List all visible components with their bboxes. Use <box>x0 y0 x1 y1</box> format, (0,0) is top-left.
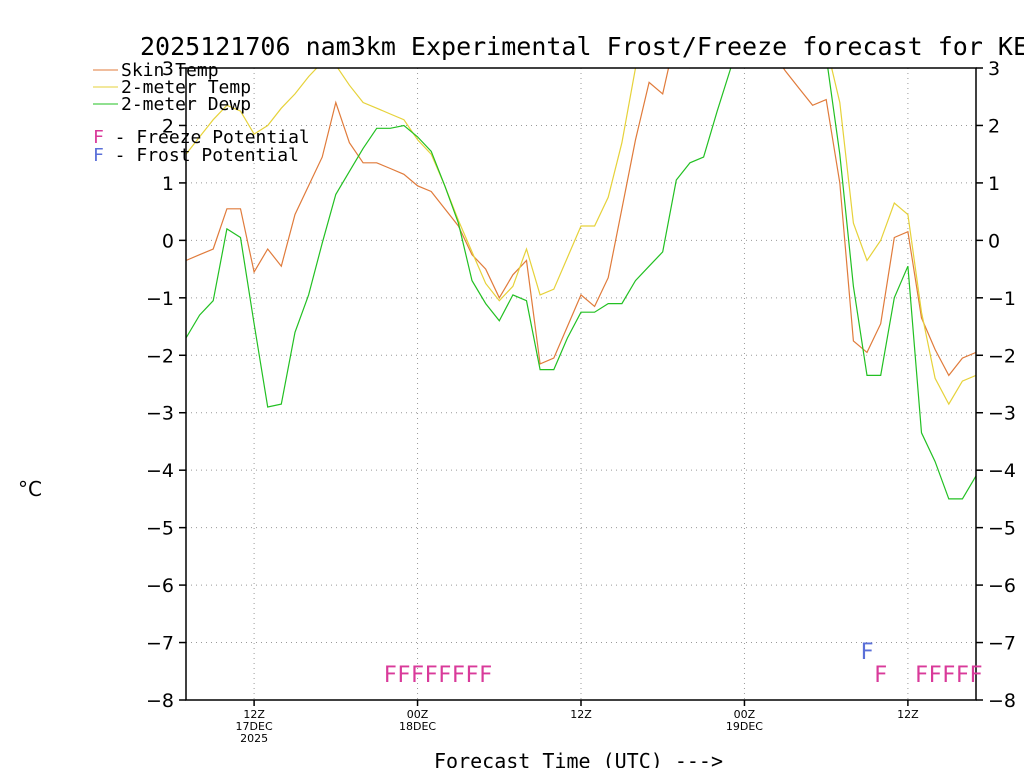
series-line-2-meter-dewp <box>186 68 976 500</box>
y-tick-label-left: −8 <box>146 690 174 712</box>
y-tick-label-left: −2 <box>146 345 174 367</box>
freeze-mark: F <box>874 663 887 688</box>
legend-2m-temp: 2-meter Temp <box>121 77 251 98</box>
x-tick-label: 12Z <box>897 708 919 721</box>
y-tick-label-right: 3 <box>988 58 1000 80</box>
y-tick-label-right: −2 <box>988 345 1016 367</box>
y-tick-label-right: −6 <box>988 575 1016 597</box>
x-tick-label: 12Z <box>243 708 265 721</box>
y-tick-label-left: −3 <box>146 403 174 425</box>
legend-frost-text: - Frost Potential <box>104 145 299 166</box>
y-tick-label-left: 1 <box>162 173 174 195</box>
y-unit-label: °C <box>18 477 42 501</box>
freeze-mark: F <box>956 663 969 688</box>
x-tick-label: 18DEC <box>399 720 436 733</box>
x-axis-title: Forecast Time (UTC) ---> <box>434 749 723 768</box>
freeze-mark: F <box>479 663 492 688</box>
y-tick-label-left: 0 <box>162 230 174 252</box>
legend-skin-temp: Skin Temp <box>121 60 219 81</box>
x-tick-label: 00Z <box>734 708 756 721</box>
freeze-mark: F <box>942 663 955 688</box>
legend-freeze-marker: F <box>93 127 104 148</box>
y-tick-label-left: 3 <box>162 58 174 80</box>
y-tick-label-left: −4 <box>146 460 174 482</box>
y-tick-label-right: 1 <box>988 173 1000 195</box>
freeze-mark: F <box>438 663 451 688</box>
series-lines <box>186 68 976 500</box>
y-tick-label-right: −5 <box>988 518 1016 540</box>
y-tick-label-left: −1 <box>146 288 174 310</box>
y-tick-label-left: −6 <box>146 575 174 597</box>
legend: Skin Temp 2-meter Temp 2-meter Dewp F - … <box>93 60 310 166</box>
chart-title: 2025121706 nam3km Experimental Frost/Fre… <box>140 32 1024 61</box>
y-tick-label-right: −4 <box>988 460 1016 482</box>
frost-mark: F <box>860 640 873 665</box>
freeze-mark: F <box>384 663 397 688</box>
legend-frost: F - Frost Potential <box>93 145 299 166</box>
y-tick-label-left: 2 <box>162 115 174 137</box>
x-tick-label: 19DEC <box>726 720 763 733</box>
freeze-mark: F <box>929 663 942 688</box>
y-tick-label-right: −7 <box>988 633 1016 655</box>
x-tick-label: 2025 <box>240 732 268 745</box>
y-axis-right: 3 2 1 0 −1 −2 −3 −4 −5 −6 −7 −8 <box>976 58 1016 712</box>
grid <box>186 68 976 700</box>
y-tick-label-left: −5 <box>146 518 174 540</box>
freeze-mark: F <box>452 663 465 688</box>
freeze-mark: F <box>411 663 424 688</box>
y-tick-label-right: 2 <box>988 115 1000 137</box>
legend-freeze: F - Freeze Potential <box>93 127 310 148</box>
x-tick-label: 00Z <box>407 708 429 721</box>
y-axis-left: 3 2 1 0 −1 −2 −3 −4 −5 −6 −7 −8 <box>146 58 186 712</box>
freeze-mark: F <box>465 663 478 688</box>
legend-frost-marker: F <box>93 145 104 166</box>
y-tick-label-right: −1 <box>988 288 1016 310</box>
series-line-skin-temp <box>186 68 976 377</box>
legend-freeze-text: - Freeze Potential <box>104 127 310 148</box>
legend-2m-dewp: 2-meter Dewp <box>121 94 251 115</box>
y-tick-label-right: −8 <box>988 690 1016 712</box>
freeze-mark: F <box>915 663 928 688</box>
freeze-mark: F <box>425 663 438 688</box>
x-tick-label: 17DEC <box>236 720 273 733</box>
freeze-mark: F <box>397 663 410 688</box>
x-tick-label: 12Z <box>570 708 592 721</box>
y-tick-label-left: −7 <box>146 633 174 655</box>
frost-freeze-marks: F F F F F F F F F F F F F FF <box>384 640 983 688</box>
y-tick-label-right: −3 <box>988 403 1016 425</box>
y-tick-label-right: 0 <box>988 230 1000 252</box>
series-line-2-meter-temp <box>186 68 976 406</box>
freeze-mark: F <box>969 663 982 688</box>
